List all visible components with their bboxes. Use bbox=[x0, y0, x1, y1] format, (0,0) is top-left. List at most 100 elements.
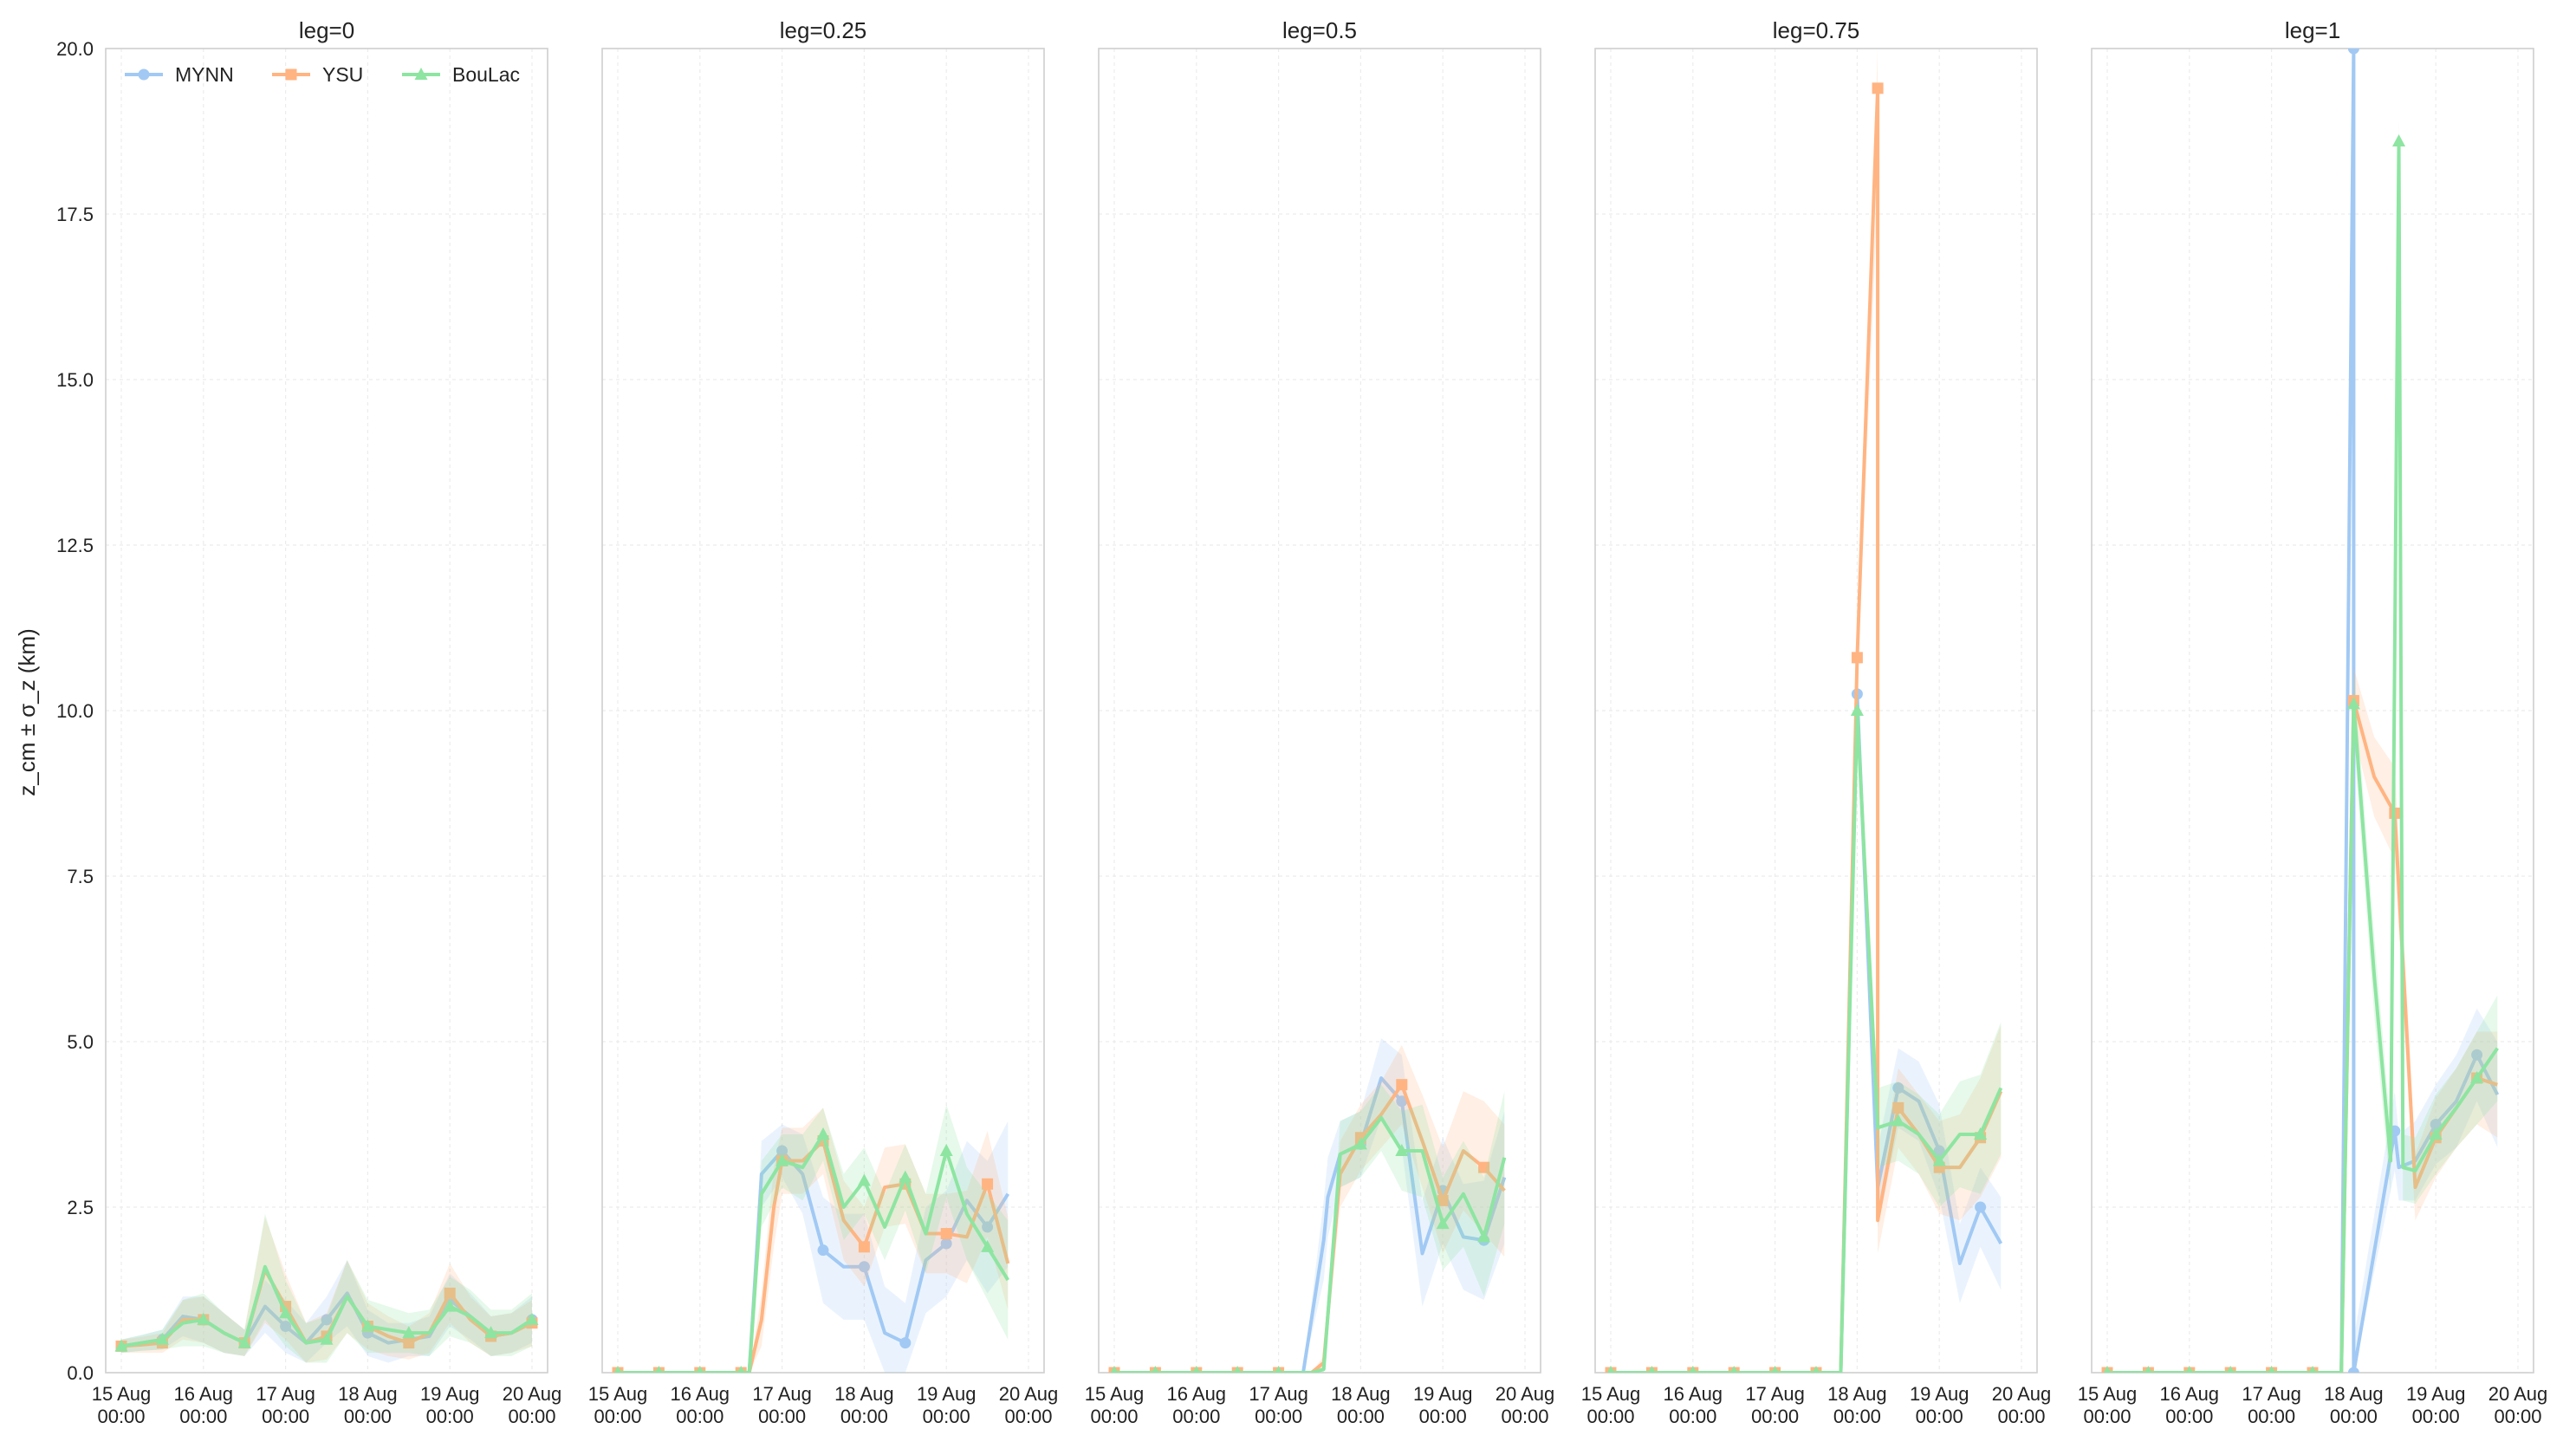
x-tick-label: 00:00 bbox=[1586, 1406, 1634, 1427]
marker-MYNN bbox=[2471, 1049, 2483, 1061]
y-tick-label: 2.5 bbox=[67, 1197, 94, 1218]
line-MYNN bbox=[1611, 692, 2003, 1373]
x-tick-label: 15 Aug bbox=[588, 1383, 648, 1405]
marker-YSU bbox=[444, 1287, 456, 1299]
marker-BouLac bbox=[1974, 1127, 1988, 1140]
line-YSU bbox=[2107, 698, 2498, 1373]
sigma-band-BouLac bbox=[121, 1213, 532, 1363]
marker-BouLac bbox=[1436, 1217, 1450, 1230]
series-MYNN bbox=[1605, 667, 2003, 1373]
x-tick-label: 00:00 bbox=[1004, 1406, 1052, 1427]
x-tick-label: 18 Aug bbox=[834, 1383, 894, 1405]
marker-BouLac bbox=[484, 1326, 498, 1339]
x-tick-label: 16 Aug bbox=[174, 1383, 234, 1405]
marker-BouLac bbox=[775, 1153, 789, 1166]
x-tick-label: 18 Aug bbox=[2324, 1383, 2384, 1405]
marker-MYNN bbox=[776, 1145, 788, 1157]
x-tick-label: 20 Aug bbox=[999, 1383, 1059, 1405]
x-tick-label: 20 Aug bbox=[2488, 1383, 2548, 1405]
x-tick-label: 19 Aug bbox=[1910, 1383, 1969, 1405]
x-tick-label: 18 Aug bbox=[1827, 1383, 1887, 1405]
marker-YSU bbox=[1396, 1079, 1408, 1091]
marker-MYNN bbox=[2347, 49, 2359, 55]
legend-marker-YSU bbox=[285, 68, 297, 81]
x-tick-label: 00:00 bbox=[262, 1406, 309, 1427]
sigma-band-YSU bbox=[1114, 1044, 1505, 1373]
marker-BouLac bbox=[1812, 1366, 1820, 1373]
marker-BouLac bbox=[613, 1366, 622, 1373]
series-BouLac bbox=[1110, 1084, 1507, 1373]
x-tick-label: 00:00 bbox=[2494, 1406, 2541, 1427]
x-tick-label: 00:00 bbox=[426, 1406, 474, 1427]
marker-BouLac bbox=[279, 1306, 293, 1319]
x-tick-label: 15 Aug bbox=[92, 1383, 152, 1405]
x-tick-label: 19 Aug bbox=[917, 1383, 977, 1405]
marker-BouLac bbox=[1233, 1366, 1242, 1373]
x-tick-label: 00:00 bbox=[1501, 1406, 1548, 1427]
marker-MYNN bbox=[1933, 1145, 1945, 1157]
y-tick-label: 5.0 bbox=[67, 1031, 94, 1053]
marker-YSU bbox=[1851, 652, 1863, 664]
marker-BouLac bbox=[1395, 1144, 1409, 1157]
marker-BouLac bbox=[736, 1366, 745, 1373]
marker-BouLac bbox=[2268, 1366, 2275, 1373]
line-BouLac bbox=[1114, 1115, 1507, 1373]
y-tick-label: 7.5 bbox=[67, 866, 94, 887]
marker-BouLac bbox=[2308, 1366, 2317, 1373]
panel-title: leg=1 bbox=[2285, 17, 2340, 43]
x-tick-label: 00:00 bbox=[676, 1406, 723, 1427]
marker-BouLac bbox=[320, 1332, 334, 1345]
sigma-band-YSU bbox=[618, 1107, 1009, 1373]
marker-BouLac bbox=[360, 1319, 374, 1332]
panel-title: leg=0.75 bbox=[1773, 17, 1859, 43]
marker-BouLac bbox=[2226, 1366, 2235, 1373]
y-tick-label: 10.0 bbox=[56, 700, 94, 722]
panel-title: leg=0.5 bbox=[1282, 17, 1357, 43]
y-axis-label: z_cm ± σ_z (km) bbox=[14, 628, 40, 796]
marker-BouLac bbox=[443, 1299, 457, 1312]
y-tick-label: 15.0 bbox=[56, 369, 94, 391]
sigma-band-YSU bbox=[121, 1217, 532, 1363]
panel-title: leg=0.25 bbox=[780, 17, 866, 43]
line-BouLac bbox=[2107, 139, 2499, 1373]
marker-YSU bbox=[858, 1241, 870, 1253]
x-tick-label: 00:00 bbox=[840, 1406, 888, 1427]
x-tick-label: 15 Aug bbox=[1085, 1383, 1145, 1405]
x-tick-label: 16 Aug bbox=[1664, 1383, 1723, 1405]
x-tick-label: 00:00 bbox=[2083, 1406, 2131, 1427]
marker-MYNN bbox=[2430, 1119, 2442, 1130]
marker-BouLac bbox=[402, 1326, 416, 1339]
sigma-band-MYNN bbox=[1114, 1038, 1505, 1373]
x-tick-label: 17 Aug bbox=[752, 1383, 812, 1405]
marker-BouLac bbox=[1891, 1114, 1905, 1127]
marker-BouLac bbox=[1275, 1366, 1282, 1373]
x-tick-label: 15 Aug bbox=[1581, 1383, 1641, 1405]
marker-YSU bbox=[1892, 1101, 1904, 1114]
marker-BouLac bbox=[2145, 1366, 2152, 1373]
marker-BouLac bbox=[525, 1312, 539, 1325]
x-tick-label: 00:00 bbox=[2248, 1406, 2295, 1427]
marker-BouLac bbox=[237, 1335, 251, 1348]
x-tick-label: 00:00 bbox=[1833, 1406, 1881, 1427]
x-tick-label: 19 Aug bbox=[2406, 1383, 2466, 1405]
x-tick-label: 17 Aug bbox=[1745, 1383, 1805, 1405]
marker-BouLac bbox=[2346, 697, 2360, 710]
x-tick-label: 00:00 bbox=[1090, 1406, 1138, 1427]
marker-YSU bbox=[982, 1178, 994, 1190]
y-tick-label: 20.0 bbox=[56, 38, 94, 60]
x-tick-label: 00:00 bbox=[508, 1406, 555, 1427]
x-tick-label: 19 Aug bbox=[420, 1383, 480, 1405]
marker-MYNN bbox=[1975, 1201, 1987, 1213]
x-tick-label: 20 Aug bbox=[1992, 1383, 2052, 1405]
marker-BouLac bbox=[1192, 1366, 1201, 1373]
marker-YSU bbox=[1478, 1161, 1490, 1173]
x-tick-label: 17 Aug bbox=[1249, 1383, 1308, 1405]
series-BouLac bbox=[2103, 114, 2499, 1373]
marker-BouLac bbox=[1648, 1366, 1656, 1373]
marker-MYNN bbox=[321, 1314, 333, 1326]
marker-MYNN bbox=[1892, 1082, 1904, 1094]
x-tick-label: 00:00 bbox=[758, 1406, 806, 1427]
marker-MYNN bbox=[1396, 1095, 1408, 1107]
marker-MYNN bbox=[280, 1321, 292, 1333]
x-tick-label: 16 Aug bbox=[671, 1383, 730, 1405]
